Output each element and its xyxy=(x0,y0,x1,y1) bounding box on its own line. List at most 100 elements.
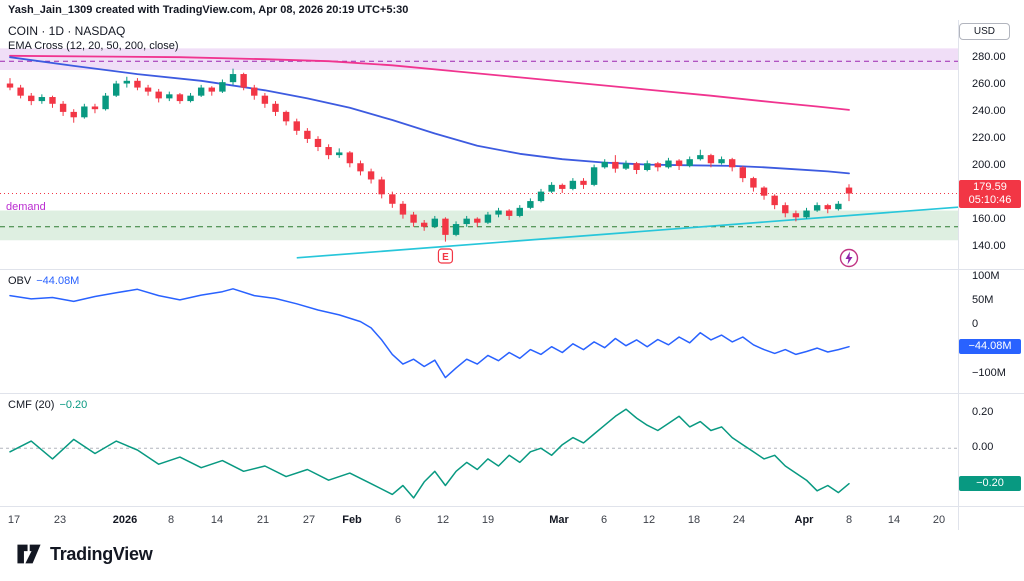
time-tick-label: 17 xyxy=(7,514,21,526)
candle-body xyxy=(399,203,407,215)
candle-body xyxy=(612,161,619,169)
candle-body xyxy=(102,95,109,110)
cmf-value: −0.20 xyxy=(59,399,88,411)
supply-zone[interactable] xyxy=(0,48,958,70)
candle-body xyxy=(293,121,300,131)
obv-label: OBV xyxy=(8,275,32,287)
cmf-tick-label: 0.00 xyxy=(972,441,994,454)
candle-body xyxy=(431,218,439,227)
obv-tick-label: −100M xyxy=(972,366,1006,379)
candle-body xyxy=(782,205,789,214)
candle-body xyxy=(463,218,470,225)
candle-body xyxy=(654,163,662,168)
symbol-legend[interactable]: COIN · 1D · NASDAQ xyxy=(8,24,126,38)
time-tick-label: Apr xyxy=(794,514,814,526)
earnings-marker-label: E xyxy=(442,252,449,263)
candle-body xyxy=(240,74,247,88)
time-tick-label: 19 xyxy=(481,514,495,526)
time-axis[interactable]: 17 23 2026 8 14 21 27 Feb 6 12 19 Mar 6 12 18 24 Apr 8 14 2… xyxy=(0,507,958,531)
candle-body xyxy=(590,167,598,185)
time-tick-label: 21 xyxy=(256,514,270,526)
candle-body xyxy=(633,163,640,170)
demand-zone[interactable] xyxy=(0,210,958,241)
cmf-line xyxy=(9,408,850,499)
candle-body xyxy=(314,138,322,148)
cmf-value-badge: −0.20 xyxy=(959,476,1021,492)
price-tick-label: 160.00 xyxy=(972,213,1006,225)
price-scale[interactable]: 280.00260.00240.00220.00200.00180.00160.… xyxy=(958,0,1024,540)
cmf-tick-label: 0.20 xyxy=(972,405,994,418)
candle-body xyxy=(17,87,24,96)
candle-body xyxy=(771,195,778,206)
time-tick-label: 14 xyxy=(210,514,224,526)
obv-caption[interactable]: OBV −44.08M xyxy=(8,275,79,287)
candle-body xyxy=(176,94,184,102)
time-tick-label: 2026 xyxy=(112,514,138,526)
earnings-marker-icon[interactable] xyxy=(437,248,454,264)
candle-body xyxy=(813,205,821,211)
candle-body xyxy=(559,184,566,189)
time-tick-label: 8 xyxy=(167,514,175,526)
candle-body xyxy=(410,214,417,223)
time-tick-label: 18 xyxy=(687,514,701,526)
candle-body xyxy=(325,147,332,156)
candle-body xyxy=(728,159,736,168)
price-tick-label: 200.00 xyxy=(972,158,1006,171)
obv-value: −44.08M xyxy=(36,275,80,287)
time-tick-label: 20 xyxy=(932,514,946,526)
candle-body xyxy=(803,210,810,218)
candle-body xyxy=(49,97,56,104)
time-tick-label: 12 xyxy=(642,514,656,526)
time-tick-label: 6 xyxy=(600,514,608,526)
cmf-caption[interactable]: CMF (20) −0.20 xyxy=(8,399,87,411)
candle-body xyxy=(38,97,46,102)
obv-tick-label: 50M xyxy=(972,294,994,307)
candle-body xyxy=(452,224,460,235)
indicator-legend[interactable]: EMA Cross (12, 20, 50, 200, close) xyxy=(8,40,179,52)
candle-body xyxy=(484,214,492,223)
trendline[interactable] xyxy=(296,206,959,259)
price-tick-label: 280.00 xyxy=(972,50,1006,63)
candle-body xyxy=(261,95,269,104)
lightning-bolt-glyph xyxy=(845,251,853,265)
candle-body xyxy=(718,159,725,164)
tradingview-brand-text: TradingView xyxy=(50,543,153,564)
candle-body xyxy=(739,167,746,179)
candle-body xyxy=(282,111,290,122)
candle-body xyxy=(527,201,534,208)
time-tick-label: 12 xyxy=(436,514,450,526)
candle-body xyxy=(28,95,35,102)
candle-body xyxy=(70,111,77,118)
time-tick-label: Feb xyxy=(342,514,362,526)
candle-body xyxy=(144,87,152,92)
candle-body xyxy=(6,83,14,88)
chart-plot-area[interactable]: E xyxy=(0,0,1024,540)
candle-body xyxy=(346,152,354,164)
candle-body xyxy=(537,191,545,202)
currency-button[interactable]: USD xyxy=(958,23,1010,40)
demand-zone-label[interactable]: demand xyxy=(6,200,46,213)
candle-body xyxy=(91,106,99,110)
candle-body xyxy=(123,80,131,84)
candle-body xyxy=(81,106,88,118)
candle-body xyxy=(792,213,800,218)
candle-body xyxy=(304,130,311,139)
candle-body xyxy=(665,160,672,168)
tradingview-footer[interactable]: TradingView xyxy=(16,543,153,565)
candle-body xyxy=(644,163,651,170)
candle-body xyxy=(378,179,385,195)
candles xyxy=(6,68,853,242)
time-tick-label: 14 xyxy=(887,514,901,526)
candle-body xyxy=(750,178,757,188)
candle-body xyxy=(686,159,693,166)
tradingview-logo-icon xyxy=(17,544,41,564)
candle-body xyxy=(495,210,502,215)
obv-value-badge: −44.08M xyxy=(959,339,1021,355)
candle-body xyxy=(197,87,205,96)
price-tick-label: 240.00 xyxy=(972,104,1006,117)
obv-tick-label: 0 xyxy=(972,318,979,331)
obv-line xyxy=(9,288,850,379)
ema-50-line xyxy=(9,56,850,175)
candle-body xyxy=(113,83,120,96)
